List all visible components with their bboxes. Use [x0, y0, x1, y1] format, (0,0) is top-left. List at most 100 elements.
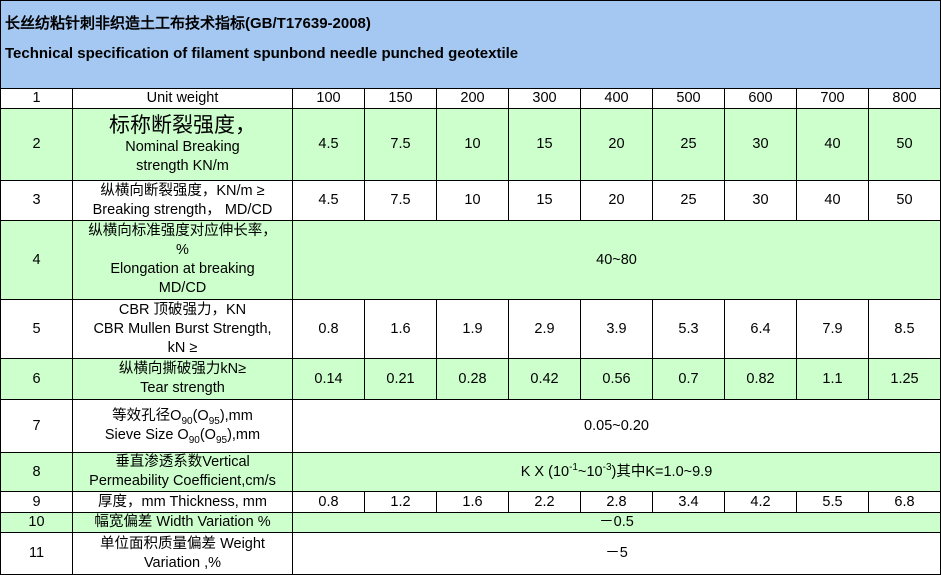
subscript: 90 — [181, 415, 193, 427]
value-cell: 15 — [508, 108, 581, 181]
text-line: 等效孔径O90(O95),mm — [75, 407, 290, 426]
value-cell: 15 — [508, 180, 581, 221]
text-line: Permeability Coefficient,cm/s — [89, 473, 276, 489]
text: )其中K=1.0~9.9 — [611, 463, 713, 480]
value-cell: 200 — [436, 88, 509, 109]
text-line: 150 — [388, 90, 413, 106]
value-cell: 300 — [508, 88, 581, 109]
text-line: K X (10-1~10-3)其中K=1.0~9.9 — [295, 462, 938, 482]
text: Sieve Size O — [104, 427, 189, 443]
text-line: 2.8 — [606, 493, 627, 510]
text-line: 20 — [608, 192, 625, 208]
table-row: 1 Unit weight 100 150 200 300 400 500 600 700 800 — [0, 88, 941, 109]
subscript: 95 — [208, 415, 220, 427]
row-name: 幅宽偏差 Width Variation % — [72, 512, 293, 533]
text-line: 3.4 — [678, 493, 699, 510]
value-cell: 7.5 — [364, 108, 437, 181]
text-line: 50 — [896, 136, 913, 152]
text: (O — [199, 427, 216, 443]
text-line: 1.6 — [390, 320, 411, 337]
value-cell: 0.8 — [292, 491, 365, 513]
value-cell: 40~80 — [292, 220, 941, 300]
row-number: 11 — [0, 532, 73, 575]
text-line: 30 — [752, 136, 769, 152]
value-cell: 2.8 — [580, 491, 653, 513]
text-line: 0.42 — [530, 370, 559, 387]
text-line: 1.1 — [822, 370, 843, 387]
text-line: 纵横向撕破强力kN≥ — [118, 361, 247, 377]
value-cell: 700 — [796, 88, 869, 109]
row-number: 7 — [0, 399, 73, 453]
value-cell: 0.14 — [292, 358, 365, 400]
text-line: 40~80 — [596, 251, 637, 268]
value-cell: 50 — [868, 180, 941, 221]
text-line: 8.5 — [894, 320, 915, 337]
value-cell: 0.28 — [436, 358, 509, 400]
text-line: 6.4 — [750, 320, 771, 337]
text-line: Unit weight — [146, 90, 219, 106]
text: K X (10 — [520, 463, 570, 480]
row-name: 纵横向标准强度对应伸长率，% Elongation at breaking MD/C… — [72, 220, 293, 300]
text-line: 700 — [820, 90, 845, 106]
value-cell: 6.4 — [724, 299, 797, 359]
text-line: 0.8 — [318, 320, 339, 337]
text-line: 0.8 — [318, 493, 339, 510]
value-cell: 10 — [436, 180, 509, 221]
value-cell: 20 — [580, 180, 653, 221]
value-cell: 3.4 — [652, 491, 725, 513]
row-name: 等效孔径O90(O95),mm Sieve Size O90(O95),mm — [72, 399, 293, 453]
value-cell: 1.6 — [436, 491, 509, 513]
value-cell: 50 — [868, 108, 941, 181]
text-line: 幅宽偏差 Width Variation % — [94, 514, 271, 530]
value-cell: 30 — [724, 108, 797, 181]
value-cell: 20 — [580, 108, 653, 181]
text-line: －0.5 — [599, 514, 634, 530]
value-cell: －5 — [292, 532, 941, 575]
value-cell: 1.2 — [364, 491, 437, 513]
text-line: 标称断裂强度， — [109, 113, 256, 137]
value-cell: 7.5 — [364, 180, 437, 221]
text-line: 7.9 — [822, 320, 843, 337]
text-line: 垂直渗透系数Vertical — [115, 454, 250, 470]
text-line: 15 — [536, 136, 553, 152]
value-cell: 400 — [580, 88, 653, 109]
text-line: －5 — [605, 545, 628, 561]
text-line: 1.9 — [462, 320, 483, 337]
row-number: 3 — [0, 180, 73, 221]
value-cell: 5.3 — [652, 299, 725, 359]
row-name: CBR 顶破强力，KN CBR Mullen Burst Strength, kN … — [72, 299, 293, 359]
text-line: 4.5 — [318, 136, 339, 152]
text-line: 0.7 — [678, 370, 699, 387]
text-line: CBR 顶破强力，KN — [118, 301, 247, 318]
text-line: 5.3 — [678, 320, 699, 337]
text-line: 0.14 — [314, 370, 343, 387]
value-cell: 30 — [724, 180, 797, 221]
text-line: 25 — [680, 136, 697, 152]
text-line: 0.21 — [386, 370, 415, 387]
row-name: Unit weight — [72, 88, 293, 109]
value-cell: 800 — [868, 88, 941, 109]
value-cell: K X (10-1~10-3)其中K=1.0~9.9 — [292, 452, 941, 492]
row-number: 10 — [0, 512, 73, 533]
value-cell: 3.9 — [580, 299, 653, 359]
subscript: 90 — [188, 434, 200, 446]
text-line: 0.82 — [746, 370, 775, 387]
value-cell: 0.21 — [364, 358, 437, 400]
text-line: 4.2 — [750, 493, 771, 510]
value-cell: 4.5 — [292, 180, 365, 221]
value-cell: 1.9 — [436, 299, 509, 359]
text: (O — [192, 408, 209, 424]
text-line: 1.2 — [390, 493, 411, 510]
value-cell: 1.1 — [796, 358, 869, 400]
title-en: Technical specification of filament spun… — [5, 45, 519, 62]
value-cell: 5.5 — [796, 491, 869, 513]
title-cn: 长丝纺粘针刺非织造土工布技术指标(GB/T17639-2008) — [5, 15, 371, 32]
value-cell: 0.56 — [580, 358, 653, 400]
text-line: Elongation at breaking — [110, 261, 255, 277]
value-cell: 40 — [796, 108, 869, 181]
table-row: 4 纵横向标准强度对应伸长率，% Elongation at breaking MD/… — [0, 220, 941, 300]
text-line: 7.5 — [390, 192, 411, 208]
text-line: 200 — [460, 90, 485, 106]
row-name: 标称断裂强度， Nominal Breaking strength KN/m — [72, 108, 293, 181]
